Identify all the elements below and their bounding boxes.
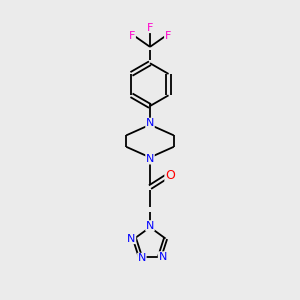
- Text: N: N: [146, 221, 154, 231]
- Text: F: F: [165, 32, 171, 41]
- Text: N: N: [138, 253, 146, 263]
- Text: N: N: [127, 234, 136, 244]
- Text: N: N: [146, 118, 154, 128]
- Text: N: N: [158, 252, 167, 262]
- Text: F: F: [129, 32, 135, 41]
- Text: F: F: [147, 22, 153, 32]
- Text: O: O: [165, 169, 175, 182]
- Text: N: N: [146, 154, 154, 164]
